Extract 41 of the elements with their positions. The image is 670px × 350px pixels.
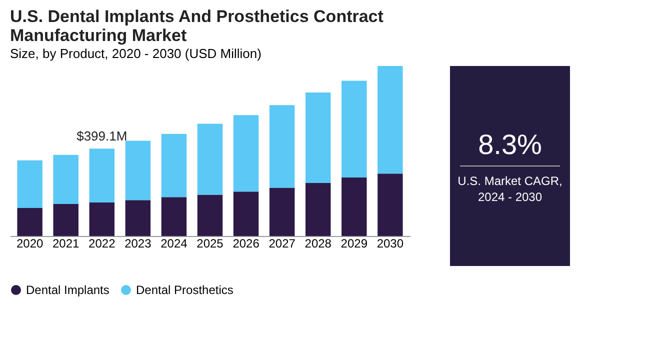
bar [125,140,151,200]
text: U.S. Market CAGR, [458,174,562,188]
x-tick-label: 2021 [52,236,80,250]
annotation: $399.1M [76,128,128,144]
bar [269,105,295,188]
bar [197,124,223,195]
x-tick-label: 2022 [88,236,116,250]
bar [269,188,295,236]
chart-subtitle: Size, by Product, 2020 - 2030 (USD Million) [10,46,262,61]
x-tick-label: 2023 [124,236,152,250]
text: 2024 - 2030 [478,190,542,204]
bar [161,134,187,198]
chart-title: U.S. Dental Implants And Prosthetics Contract Manufacturing Market [10,7,384,45]
bar [89,202,115,236]
bar [305,182,331,236]
bar [89,148,115,203]
bar [125,200,151,236]
bar [17,208,42,236]
x-tick-label: 2025 [196,236,224,250]
legend-label: Dental Prosthetics [136,283,234,297]
text: 8.3% [478,129,542,160]
x-tick-label: 2020 [16,236,44,250]
bar [161,197,187,236]
x-tick-label: 2030 [376,236,404,250]
bar [233,115,259,192]
bar [53,154,78,204]
bar [342,178,367,236]
bar [305,92,331,183]
bar [233,192,259,236]
x-tick-label: 2029 [340,236,368,250]
bar [197,194,223,236]
bar [378,174,403,236]
bar [53,204,78,236]
bar [378,66,403,174]
x-tick-label: 2028 [304,236,332,250]
x-tick-label: 2024 [160,236,188,250]
x-tick-label: 2027 [268,236,296,250]
legend-label: Dental Implants [26,283,110,297]
bar [17,160,42,208]
x-tick-label: 2026 [232,236,260,250]
bar [342,80,367,178]
